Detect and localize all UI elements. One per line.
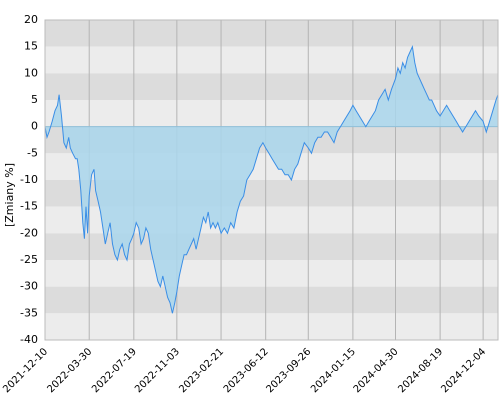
x-tick-label: 2022-07-19 xyxy=(90,346,139,395)
series-line xyxy=(44,44,499,314)
y-tick-label: 15 xyxy=(24,40,38,53)
y-tick-label: -30 xyxy=(20,280,38,293)
y-axis-label: [Zmiany %] xyxy=(3,163,16,227)
plot-border xyxy=(44,19,499,341)
x-tick-label: 2022-11-03 xyxy=(133,346,182,395)
y-axis-ticks: 20 15 10 5 0 -5 -10 -15 -20 -25 -30 -35 -40 xyxy=(20,13,38,346)
x-tick-label: 2024-04-30 xyxy=(352,346,401,395)
y-tick-label: 0 xyxy=(31,120,38,133)
y-tick-label: 10 xyxy=(24,66,38,79)
grid-band xyxy=(45,286,498,314)
grid-band xyxy=(45,20,498,47)
x-axis-ticks: 2021-12-102022-03-302022-07-192022-11-03… xyxy=(1,346,488,395)
x-tick-label: 2023-02-21 xyxy=(177,346,226,395)
x-tick-label: 2023-06-12 xyxy=(222,346,271,395)
y-tick-label: -10 xyxy=(20,173,38,186)
x-tick-label: 2024-01-15 xyxy=(309,346,358,395)
series-area xyxy=(45,46,498,314)
y-tick-label: -20 xyxy=(20,226,38,239)
x-tick-label: 2021-12-10 xyxy=(1,346,50,395)
y-tick-label: -5 xyxy=(27,146,38,159)
y-tick-label: 5 xyxy=(31,93,38,106)
y-tick-label: -15 xyxy=(20,200,38,213)
grid-band xyxy=(45,73,498,100)
grid-band xyxy=(45,260,498,287)
x-tick-label: 2024-08-19 xyxy=(396,346,445,395)
grid-band xyxy=(45,46,498,74)
y-tick-label: 20 xyxy=(24,13,38,26)
x-tick-label: 2022-03-30 xyxy=(45,346,94,395)
x-tick-label: 2023-09-26 xyxy=(265,346,314,395)
x-tick-label: 2024-12-04 xyxy=(439,346,488,395)
series-layer xyxy=(44,19,499,341)
y-tick-label: -25 xyxy=(20,253,38,266)
y-tick-label: -35 xyxy=(20,306,38,319)
grid-band xyxy=(45,313,498,340)
y-tick-label: -40 xyxy=(20,333,38,346)
